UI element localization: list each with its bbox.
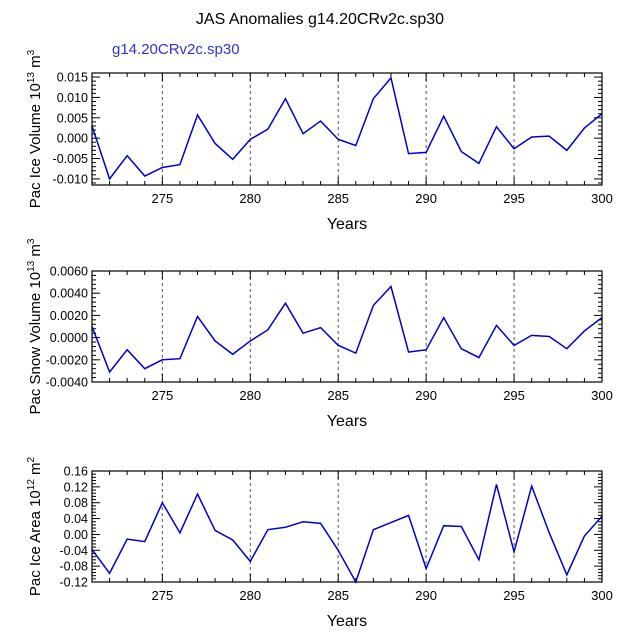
x-axis-label: Years [327, 216, 367, 233]
y-axis-label: Pac Snow Volume 1013 m3 [26, 238, 44, 414]
x-axis-label: Years [327, 413, 367, 430]
y-axis-label: Pac Ice Volume 1013 m3 [26, 49, 44, 208]
y-axis-label: Pac Ice Area 1012 m2 [26, 456, 44, 596]
plot-frame [91, 470, 603, 583]
x-tick-label: 300 [591, 191, 613, 206]
plot-frame [91, 270, 603, 383]
x-tick-label: 295 [503, 588, 525, 603]
y-tick-label: 0.0040 [50, 287, 88, 301]
x-tick-label: 280 [239, 191, 261, 206]
y-axis-label-part: Pac Ice Volume 10 [27, 83, 44, 208]
x-tick-label: 285 [327, 191, 349, 206]
x-tick-label: 280 [239, 388, 261, 403]
y-tick-label: -0.005 [53, 152, 88, 166]
y-tick-label: -0.0020 [46, 353, 88, 367]
x-tick-label: 290 [415, 191, 437, 206]
y-tick-label: 0.16 [64, 465, 88, 479]
chart-panel-3: 275 280 285 290 295 300 -0.12 -0.08 -0.04 0.00 0.0… [26, 456, 613, 630]
y-tick-label: 0.0000 [50, 331, 88, 345]
series-line [91, 483, 603, 584]
y-axis-label-part: 13 [26, 260, 37, 272]
plot-frame [91, 72, 603, 186]
x-tick-label: 275 [151, 588, 173, 603]
y-tick-label: 0.000 [57, 132, 88, 146]
x-tick-label: 285 [327, 388, 349, 403]
y-tick-label: 0.0060 [50, 265, 88, 279]
y-axis-label-part: 2 [26, 456, 37, 462]
y-tick-label: 0.04 [64, 512, 88, 526]
y-tick-label: 0.00 [64, 528, 88, 542]
y-tick-label: -0.010 [53, 172, 88, 186]
y-tick-label: 0.12 [64, 480, 88, 494]
y-tick-label: -0.0040 [46, 376, 88, 390]
x-tick-label: 275 [151, 388, 173, 403]
panels-group: 275 280 285 290 295 300 -0.010 -0.005 0.000 0.005… [26, 49, 613, 630]
y-axis-label-part: 12 [26, 479, 37, 491]
y-tick-label: -0.08 [60, 560, 89, 574]
chart-panel-1: 275 280 285 290 295 300 -0.010 -0.005 0.000 0.005… [26, 49, 613, 233]
x-tick-label: 275 [151, 191, 173, 206]
figure-title: JAS Anomalies g14.20CRv2c.sp30 [196, 11, 444, 28]
y-tick-label: 0.010 [57, 91, 88, 105]
x-tick-label: 295 [503, 388, 525, 403]
y-tick-label: 0.015 [57, 71, 88, 85]
chart-panel-2: 275 280 285 290 295 300 -0.0040 -0.0020 0.0000 0.… [26, 238, 613, 430]
x-tick-label: 295 [503, 191, 525, 206]
x-tick-label: 300 [591, 388, 613, 403]
x-axis-label: Years [327, 613, 367, 630]
y-axis-label-part: 13 [26, 72, 37, 84]
x-tick-label: 280 [239, 588, 261, 603]
y-axis-label-part: m [27, 244, 44, 261]
x-tick-label: 300 [591, 588, 613, 603]
y-tick-label: -0.12 [60, 576, 89, 590]
y-axis-label-part: 3 [26, 238, 37, 244]
y-tick-label: 0.005 [57, 111, 88, 125]
x-tick-label: 290 [415, 588, 437, 603]
case-label: g14.20CRv2c.sp30 [112, 41, 240, 58]
y-axis-label-part: m [27, 55, 44, 72]
y-axis-label-part: m [27, 462, 44, 479]
series-line [91, 285, 603, 374]
y-tick-label: 0.0020 [50, 309, 88, 323]
y-axis-label-part: 3 [26, 49, 37, 55]
y-axis-label-part: Pac Snow Volume 10 [27, 272, 44, 415]
y-tick-label: 0.08 [64, 496, 88, 510]
x-tick-label: 285 [327, 588, 349, 603]
y-axis-label-part: Pac Ice Area 10 [27, 490, 44, 596]
x-tick-label: 290 [415, 388, 437, 403]
series-line [91, 76, 603, 181]
y-tick-label: -0.04 [60, 544, 89, 558]
